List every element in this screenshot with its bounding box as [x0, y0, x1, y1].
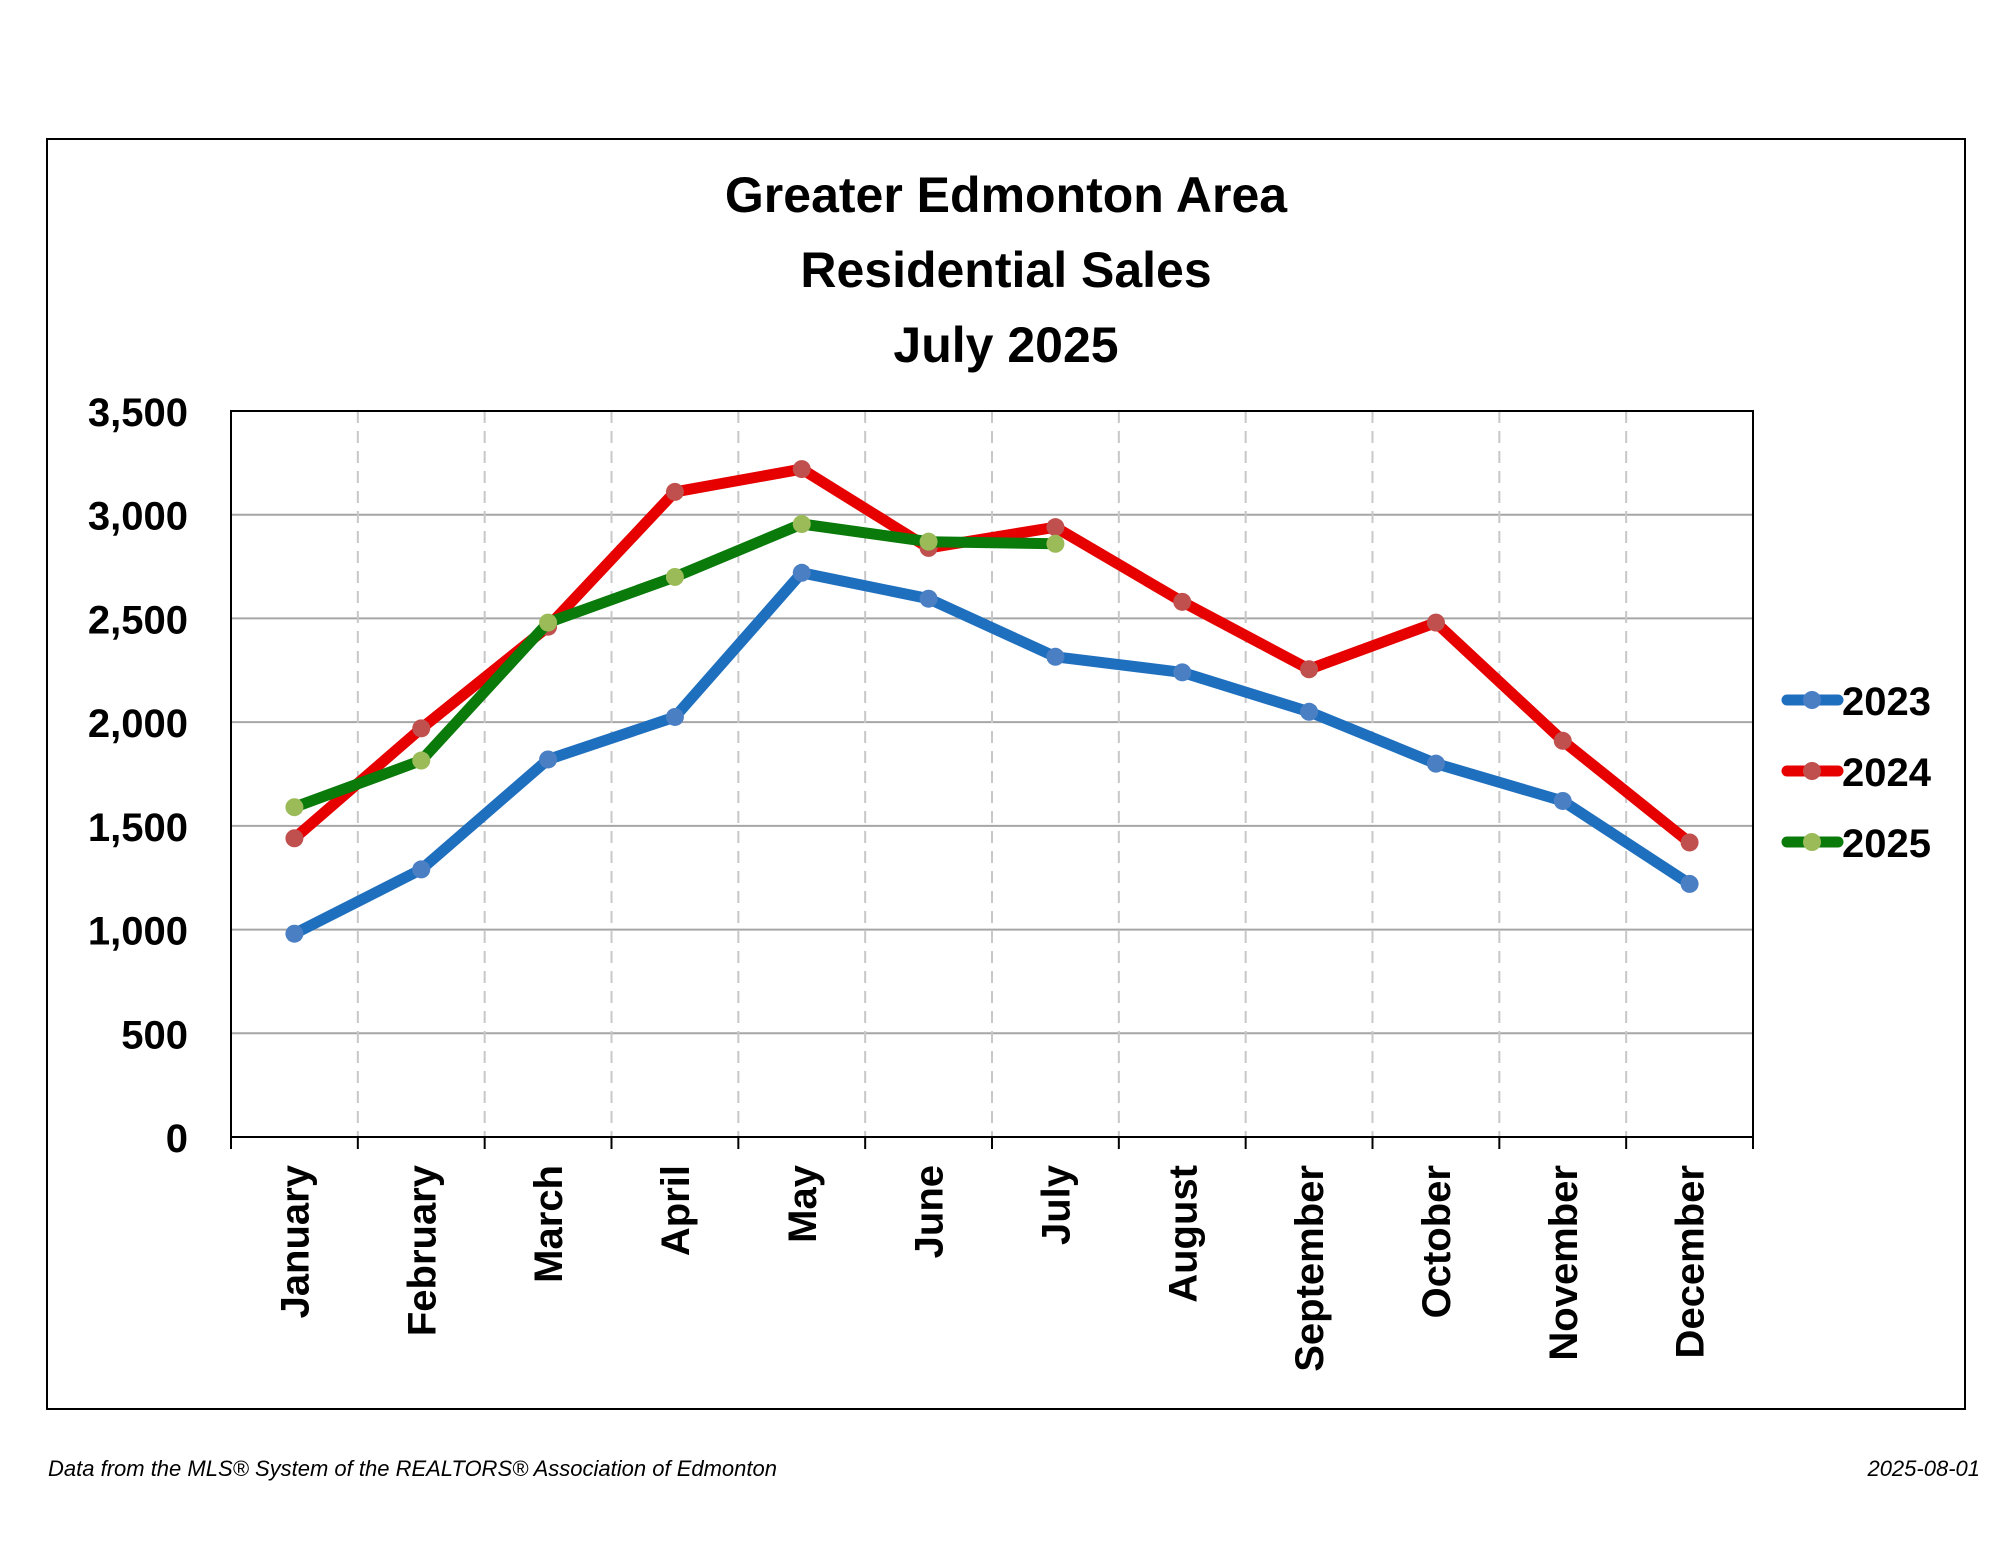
data-point-2025 — [412, 751, 431, 770]
series-line-2023 — [288, 567, 1696, 940]
report-date: 2025-08-01 — [1867, 1456, 1980, 1481]
data-point-2023 — [665, 707, 684, 726]
y-tick-label: 1,500 — [88, 806, 188, 850]
data-point-2023 — [412, 860, 431, 879]
data-point-2025 — [1046, 534, 1065, 553]
legend-marker-2024 — [1803, 762, 1821, 780]
x-tick-label: June — [908, 1165, 952, 1258]
legend-marker-2025 — [1803, 833, 1821, 851]
data-point-2024 — [285, 829, 304, 848]
data-point-2024 — [665, 482, 684, 501]
x-tick-label: December — [1669, 1165, 1713, 1358]
data-point-2023 — [919, 589, 938, 608]
data-point-2023 — [1173, 663, 1192, 682]
y-tick-label: 3,500 — [88, 391, 188, 435]
data-point-2025 — [539, 613, 558, 632]
data-point-2023 — [1553, 791, 1572, 810]
data-point-2023 — [285, 924, 304, 943]
data-point-2025 — [285, 798, 304, 817]
y-tick-label: 2,000 — [88, 702, 188, 746]
x-tick-label: September — [1288, 1165, 1332, 1372]
chart-title-line: Greater Edmonton Area — [725, 167, 1288, 223]
legend: 2023 2024 2025 — [1781, 680, 1932, 866]
legend-label: 2023 — [1842, 680, 1931, 724]
data-point-2024 — [1046, 518, 1065, 537]
data-point-2024 — [1173, 592, 1192, 611]
data-point-2023 — [1046, 647, 1065, 666]
data-point-2024 — [1553, 731, 1572, 750]
x-tick-label: November — [1542, 1165, 1586, 1361]
x-axis-ticks: January February March April May June July Augu… — [230, 1137, 1754, 1372]
chart-title: Greater Edmonton Area Residential Sales Ju… — [725, 167, 1288, 373]
y-axis-ticks: 0 500 1,000 1,500 2,000 2,500 3,000 3,500 — [88, 391, 188, 1161]
x-tick-label: February — [400, 1164, 444, 1336]
y-tick-label: 2,500 — [88, 598, 188, 642]
data-point-2024 — [1300, 660, 1319, 679]
x-tick-label: March — [527, 1165, 571, 1283]
x-tick-label: August — [1161, 1165, 1205, 1303]
data-point-2023 — [1680, 874, 1699, 893]
x-tick-label: January — [273, 1164, 317, 1318]
data-point-2023 — [1300, 702, 1319, 721]
x-tick-label: July — [1034, 1164, 1078, 1245]
data-point-2025 — [919, 532, 938, 551]
data-point-2024 — [412, 719, 431, 738]
legend-label: 2025 — [1842, 822, 1931, 866]
series-lines — [285, 460, 1699, 943]
data-point-2024 — [792, 460, 811, 479]
data-point-2025 — [792, 515, 811, 534]
x-tick-label: October — [1415, 1165, 1459, 1318]
data-point-2023 — [1426, 754, 1445, 773]
y-tick-label: 3,000 — [88, 495, 188, 539]
x-tick-label: May — [781, 1164, 825, 1243]
data-point-2023 — [539, 750, 558, 769]
y-tick-label: 0 — [166, 1117, 188, 1161]
legend-marker-2023 — [1803, 691, 1821, 709]
data-point-2024 — [1680, 833, 1699, 852]
data-point-2023 — [792, 563, 811, 582]
y-tick-label: 500 — [121, 1013, 188, 1057]
x-tick-label: April — [654, 1165, 698, 1256]
legend-label: 2024 — [1842, 751, 1932, 795]
chart-title-line: Residential Sales — [800, 242, 1211, 298]
source-note: Data from the MLS® System of the REALTOR… — [48, 1456, 777, 1481]
data-point-2025 — [665, 567, 684, 586]
chart-title-line: July 2025 — [893, 317, 1118, 373]
y-tick-label: 1,000 — [88, 910, 188, 954]
data-point-2024 — [1426, 613, 1445, 632]
